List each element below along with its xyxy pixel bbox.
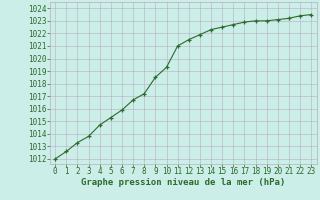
X-axis label: Graphe pression niveau de la mer (hPa): Graphe pression niveau de la mer (hPa) bbox=[81, 178, 285, 187]
